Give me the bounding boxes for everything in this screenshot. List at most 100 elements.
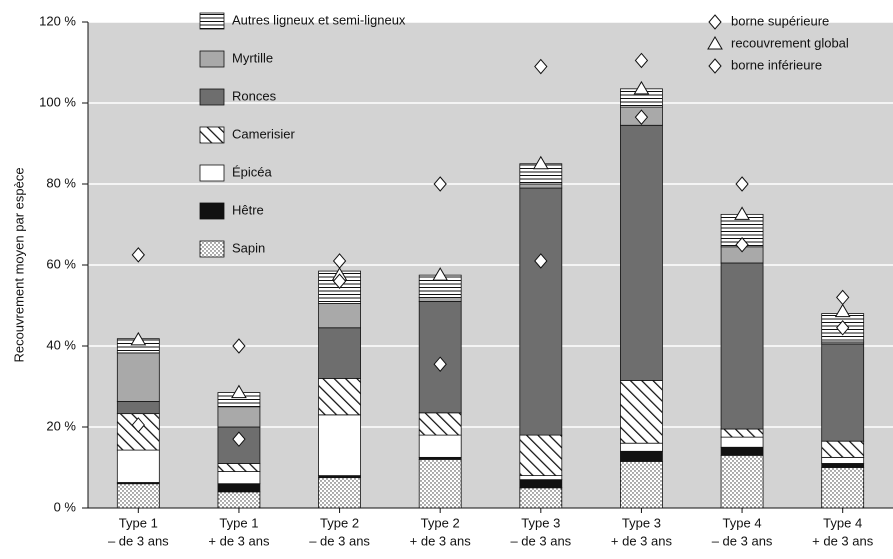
bar-segment xyxy=(318,327,361,379)
legend-swatch xyxy=(199,202,225,220)
marker-diamond xyxy=(232,431,246,447)
bar-segment xyxy=(217,483,261,493)
marker-diamond xyxy=(332,273,347,289)
marker-triangle xyxy=(707,36,723,50)
marker-diamond xyxy=(836,320,850,336)
bar-segment xyxy=(519,183,563,189)
bar-segment xyxy=(720,446,764,456)
bar-segment xyxy=(620,450,663,462)
marker-diamond xyxy=(534,58,548,75)
y-tick-label: 120 % xyxy=(39,13,76,28)
bar-segment xyxy=(620,124,663,381)
bar-segment xyxy=(519,434,563,477)
legend-label: Autres ligneux et semi-ligneux xyxy=(232,12,406,27)
legend-label: Sapin xyxy=(232,240,265,255)
marker-diamond xyxy=(735,176,749,192)
y-tick-label: 40 % xyxy=(46,337,76,352)
marker-triangle xyxy=(734,206,750,220)
legend-label: borne inférieure xyxy=(731,57,822,72)
y-axis-label: Recouvrement moyen par espèce xyxy=(11,167,26,362)
y-tick-label: 20 % xyxy=(46,418,76,433)
x-tick-label: – de 3 ans xyxy=(309,533,370,548)
bar-segment xyxy=(418,458,462,509)
x-tick-label: Type 1 xyxy=(119,515,158,530)
marker-triangle xyxy=(130,331,147,346)
bar-segment xyxy=(418,434,462,458)
bar-segment xyxy=(821,463,865,468)
x-tick-label: Type 2 xyxy=(421,515,460,530)
legend-swatch xyxy=(199,88,225,106)
bar-segment xyxy=(821,456,865,464)
x-tick-label: + de 3 ans xyxy=(611,533,673,548)
marker-diamond xyxy=(708,14,722,30)
x-tick-label: + de 3 ans xyxy=(208,533,270,548)
x-tick-label: – de 3 ans xyxy=(108,533,169,548)
x-tick-label: Type 4 xyxy=(723,515,762,530)
bar-segment xyxy=(620,442,663,452)
marker-triangle xyxy=(532,155,549,170)
bar-segment xyxy=(418,296,462,302)
bar-segment xyxy=(620,461,663,509)
marker-diamond xyxy=(131,417,145,433)
bar-segment xyxy=(821,440,865,458)
bar-segment xyxy=(821,467,865,509)
x-tick-label: + de 3 ans xyxy=(812,533,874,548)
marker-diamond xyxy=(232,338,246,354)
bar-segment xyxy=(720,262,764,430)
y-tick-label: 60 % xyxy=(46,256,76,271)
bar-segment xyxy=(217,406,261,428)
legend-swatch xyxy=(199,12,225,30)
legend-swatch xyxy=(199,50,225,68)
bar-segment xyxy=(318,477,361,509)
legend-label: Camerisier xyxy=(232,126,296,141)
bar-segment xyxy=(821,343,865,442)
marker-triangle xyxy=(231,384,247,399)
legend-label: Hêtre xyxy=(232,202,264,217)
legend-label: borne supérieure xyxy=(731,13,829,28)
bar-segment xyxy=(116,401,160,415)
bar-segment xyxy=(519,479,563,489)
bar-segment xyxy=(217,471,261,485)
marker-diamond xyxy=(634,109,649,125)
marker-diamond xyxy=(735,236,749,253)
bar-segment xyxy=(821,313,865,343)
bar-segment xyxy=(519,475,563,481)
legend-label: Myrtille xyxy=(232,50,273,65)
bar-segment xyxy=(217,491,261,509)
marker-diamond xyxy=(534,253,548,269)
x-tick-label: + de 3 ans xyxy=(410,533,472,548)
bar-segment xyxy=(217,463,261,472)
bar-segment xyxy=(116,449,160,483)
bar-segment xyxy=(720,454,764,509)
bar-segment xyxy=(620,380,663,444)
x-tick-label: Type 3 xyxy=(521,515,560,530)
bar-segment xyxy=(720,436,764,448)
x-tick-label: Type 2 xyxy=(320,515,359,530)
legend-label: recouvrement global xyxy=(731,35,849,50)
legend-label: Épicéa xyxy=(232,164,273,179)
legend-label: Ronces xyxy=(232,88,277,103)
marker-diamond xyxy=(708,58,722,74)
y-tick-label: 0 % xyxy=(54,499,77,514)
x-tick-label: Type 1 xyxy=(219,515,258,530)
bar-segment xyxy=(318,414,361,477)
bar-segment xyxy=(519,487,563,509)
y-tick-label: 80 % xyxy=(46,175,76,190)
x-tick-label: Type 4 xyxy=(823,515,862,530)
legend-swatch xyxy=(199,240,225,258)
marker-triangle xyxy=(834,303,851,318)
marker-diamond xyxy=(433,356,447,372)
legend-swatch xyxy=(199,126,225,144)
bar-segment xyxy=(720,428,764,438)
marker-diamond xyxy=(433,176,447,192)
marker-diamond xyxy=(634,52,649,69)
marker-triangle xyxy=(432,267,449,281)
x-tick-label: – de 3 ans xyxy=(510,533,571,548)
bar-segment xyxy=(318,377,361,416)
legend-swatch xyxy=(199,164,225,182)
bar-segment xyxy=(318,303,361,329)
x-tick-label: Type 3 xyxy=(622,515,661,530)
bar-segment xyxy=(418,412,462,436)
bar-segment xyxy=(116,352,160,402)
marker-triangle xyxy=(633,80,650,95)
